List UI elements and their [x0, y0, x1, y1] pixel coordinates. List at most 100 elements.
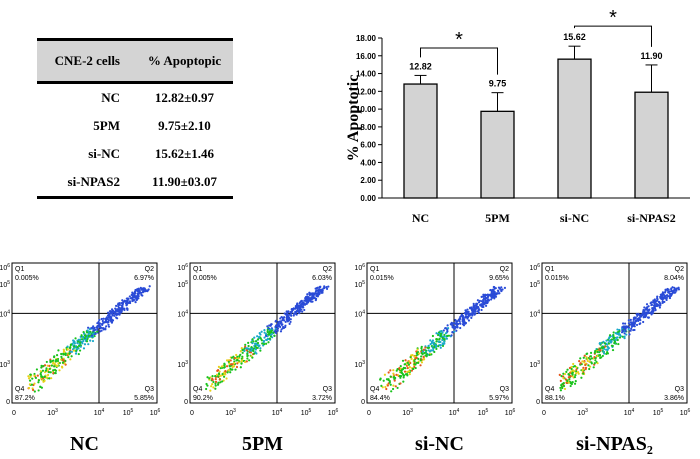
event-dot	[480, 295, 483, 298]
event-dot	[321, 289, 324, 292]
event-dot	[439, 332, 443, 335]
event-dot	[629, 318, 632, 322]
event-dot	[240, 347, 243, 350]
event-dot	[420, 361, 424, 364]
event-dot	[243, 349, 246, 353]
event-dot	[28, 379, 32, 382]
event-dot	[661, 294, 664, 297]
event-dot	[131, 292, 134, 295]
event-dot	[671, 291, 674, 295]
y-tick-label: 10.00	[356, 105, 377, 114]
event-dot	[249, 351, 253, 354]
event-dot	[646, 309, 649, 312]
tick-base: 0	[367, 410, 371, 417]
event-dot	[125, 297, 128, 300]
event-dot	[269, 335, 273, 338]
event-dot	[446, 324, 449, 327]
event-dot	[655, 302, 658, 306]
event-dot	[276, 327, 279, 330]
event-dot	[464, 315, 467, 319]
event-dot	[450, 321, 453, 325]
event-dot	[253, 336, 256, 339]
event-dot	[491, 288, 495, 291]
event-dot	[102, 328, 105, 331]
event-dot	[414, 366, 417, 370]
tick-exponent: 6	[362, 263, 365, 269]
event-dot	[265, 342, 268, 345]
event-dot	[653, 303, 656, 306]
x-tick-label: 5PM	[485, 211, 510, 225]
event-dot	[614, 338, 618, 342]
event-dot	[621, 322, 625, 325]
event-dot	[43, 375, 46, 378]
event-dot	[315, 289, 318, 292]
apoptosis-table-container: CNE-2 cells % Apoptopic NC 12.82±0.97 5P…	[37, 38, 233, 199]
y-tick-label: 2.00	[360, 176, 376, 185]
event-dot	[593, 362, 596, 365]
event-dot	[318, 288, 321, 291]
q1-label: Q1	[15, 266, 24, 273]
event-dot	[475, 307, 478, 310]
event-dot	[642, 309, 645, 312]
event-dot	[466, 311, 470, 314]
event-dot	[252, 349, 255, 352]
event-dot	[272, 331, 275, 334]
event-dot	[480, 303, 483, 306]
event-dot	[237, 357, 240, 360]
event-dot	[383, 373, 387, 376]
tick-base: 10	[624, 410, 632, 417]
event-dot	[596, 350, 599, 353]
event-dot	[446, 330, 449, 333]
event-dot	[428, 350, 432, 353]
event-dot	[643, 311, 646, 314]
event-dot	[453, 330, 456, 333]
event-dot	[462, 317, 465, 320]
event-dot	[246, 354, 249, 357]
x-tick-label: 0	[542, 410, 546, 417]
event-dot	[407, 370, 411, 373]
q4-label: Q4	[545, 386, 554, 393]
event-dot	[36, 374, 39, 377]
y-tick-label: 106	[355, 263, 365, 272]
event-dot	[418, 352, 421, 355]
event-dot	[310, 297, 313, 300]
tick-exponent: 3	[185, 360, 188, 366]
event-dot	[598, 342, 601, 345]
event-dot	[667, 288, 670, 291]
event-dot	[439, 340, 442, 344]
event-dot	[652, 307, 655, 310]
y-tick-label: 104	[178, 309, 188, 318]
event-dot	[221, 372, 224, 376]
tick-exponent: 6	[537, 263, 540, 269]
tick-base: 10	[530, 362, 537, 369]
event-dot	[639, 322, 642, 325]
event-dot	[484, 299, 487, 303]
event-dot	[484, 304, 488, 307]
event-dot	[77, 338, 81, 341]
event-dot	[567, 381, 570, 384]
q3-label: Q3	[323, 386, 332, 393]
event-dot	[653, 307, 657, 310]
event-dot	[435, 340, 438, 343]
event-dot	[314, 291, 317, 295]
tick-base: 10	[328, 410, 336, 417]
event-dot	[233, 360, 236, 363]
event-dot	[471, 314, 474, 317]
event-dot	[389, 375, 392, 378]
event-dot	[115, 316, 118, 319]
event-dot	[633, 317, 636, 320]
event-dot	[132, 299, 135, 302]
event-dot	[402, 380, 405, 383]
event-dot	[116, 303, 120, 306]
event-dot	[470, 316, 473, 319]
event-dot	[110, 310, 113, 313]
event-dot	[91, 339, 95, 343]
event-dot	[483, 295, 487, 298]
event-dot	[135, 298, 139, 302]
event-dot	[426, 346, 429, 349]
event-dot	[96, 330, 99, 333]
event-dot	[296, 309, 299, 312]
event-dot	[217, 375, 220, 378]
event-dot	[570, 381, 573, 384]
event-dot	[473, 307, 476, 310]
